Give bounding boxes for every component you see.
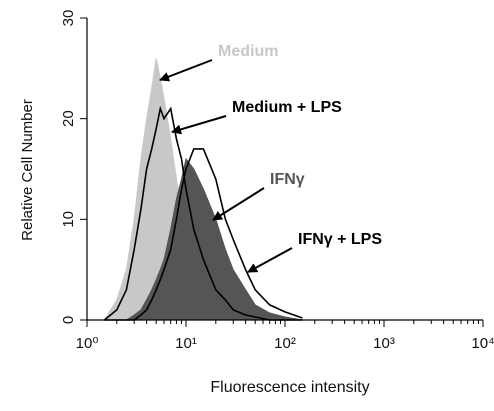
- arrow: [171, 115, 227, 135]
- x-axis-title: Fluorescence intensity: [210, 379, 369, 396]
- series-label: IFNγ: [270, 171, 305, 188]
- y-tick-label: 30: [60, 10, 77, 27]
- line: [103, 105, 303, 321]
- x-tick-label: 10²: [274, 335, 296, 352]
- series-label: Medium: [218, 43, 278, 60]
- series-label: IFNγ + LPS: [298, 231, 382, 248]
- arrow: [212, 187, 265, 221]
- x-tick-label: 10⁴: [471, 335, 494, 352]
- x-tick-label: 10¹: [175, 335, 197, 352]
- series-label: Medium + LPS: [232, 99, 342, 116]
- y-tick-label: 20: [60, 110, 77, 127]
- area: [104, 157, 303, 321]
- arrow: [159, 59, 213, 82]
- x-tick-label: 10⁰: [76, 335, 99, 352]
- line: [104, 148, 303, 321]
- y-tick-label: 10: [60, 211, 77, 228]
- x-tick-label: 10³: [373, 335, 395, 352]
- y-axis-title: Relative Cell Number: [19, 99, 36, 241]
- y-tick-label: 0: [60, 316, 77, 324]
- arrow: [247, 247, 293, 273]
